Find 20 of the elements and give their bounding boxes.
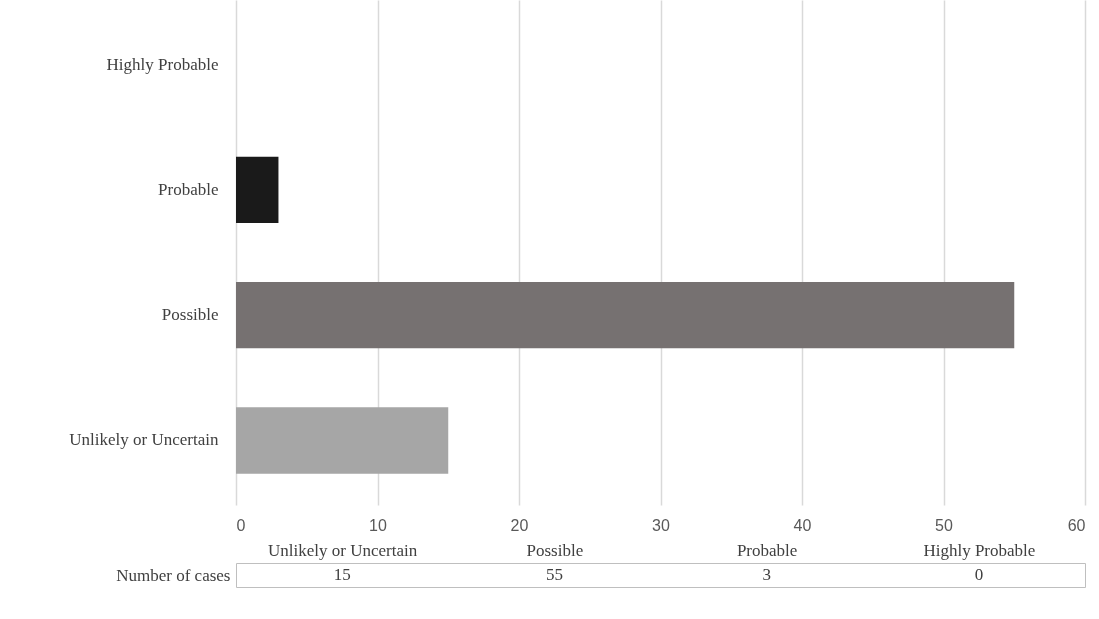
category-label: Possible	[526, 540, 584, 560]
x-tick-label: 30	[652, 516, 670, 534]
data-label: 55	[545, 565, 563, 584]
x-tick-label: 60	[1067, 516, 1086, 534]
x-tick-label: 40	[793, 516, 812, 534]
data-label: 3	[762, 565, 771, 584]
x-tick-label: 20	[510, 516, 529, 534]
y-tick-label: Highly Probable	[106, 54, 219, 74]
x-tick-label: 0	[236, 516, 246, 534]
category-label: Highly Probable	[923, 540, 1036, 560]
series-label: Number of cases	[116, 565, 231, 585]
x-tick-label: 50	[935, 516, 953, 534]
category-label: Unlikely or Uncertain	[268, 540, 418, 560]
data-label: 0	[974, 565, 984, 584]
y-tick-label: Unlikely or Uncertain	[69, 430, 219, 450]
y-tick-label: Probable	[158, 179, 219, 199]
y-tick-label: Possible	[161, 305, 219, 325]
category-label: Probable	[736, 540, 798, 560]
data-label: 15	[333, 565, 351, 584]
x-tick-label: 10	[369, 516, 387, 534]
